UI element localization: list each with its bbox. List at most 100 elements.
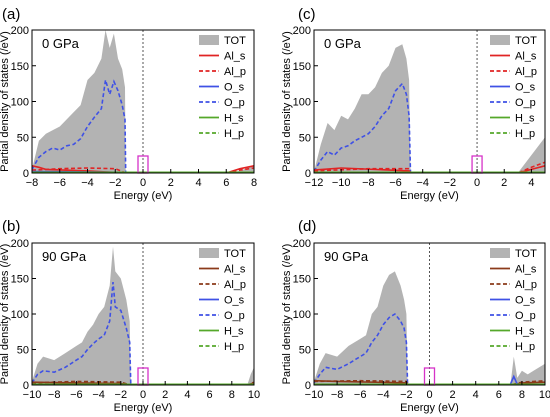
y-axis-label: Partial density of states (/eV) <box>0 244 11 385</box>
legend-label: Al_p <box>224 279 246 291</box>
x-tick-label: −8 <box>331 389 344 401</box>
legend-label: H_p <box>515 341 535 353</box>
y-tick-label: 50 <box>299 345 311 357</box>
x-tick-label: −4 <box>377 389 390 401</box>
x-tick-label: 8 <box>229 389 235 401</box>
y-tick-label: 0 <box>23 168 29 180</box>
x-tick-label: 6 <box>496 389 502 401</box>
legend-swatch <box>199 248 219 258</box>
x-tick-label: 0 <box>474 177 480 189</box>
legend-label: Al_s <box>515 51 537 63</box>
legend-swatch <box>490 248 510 258</box>
panel-label: (a) <box>2 6 20 23</box>
legend-label: O_p <box>224 97 245 109</box>
y-axis-label: Partial density of states (/eV) <box>281 31 293 172</box>
x-tick-label: −6 <box>53 177 66 189</box>
x-tick-label: 2 <box>168 177 174 189</box>
legend-label: H_p <box>515 128 535 140</box>
x-tick-label: 4 <box>195 177 201 189</box>
x-tick-label: −2 <box>444 177 457 189</box>
x-tick-label: −10 <box>332 177 351 189</box>
y-tick-label: 50 <box>17 132 29 144</box>
series-o-p-line <box>314 312 545 385</box>
legend-label: Al_s <box>515 264 537 276</box>
y-tick-label: 150 <box>11 61 29 73</box>
legend-label: Al_p <box>224 66 246 78</box>
x-tick-label: −10 <box>23 389 42 401</box>
y-tick-label: 200 <box>11 238 29 250</box>
pressure-label: 90 GPa <box>324 249 369 264</box>
legend-label: H_s <box>515 326 535 338</box>
y-tick-label: 0 <box>23 380 29 392</box>
plot-area <box>314 44 545 173</box>
x-tick-label: −6 <box>70 389 83 401</box>
x-tick-label: −4 <box>92 389 105 401</box>
legend-label: H_s <box>224 326 244 338</box>
y-axis-label: Partial density of states (/eV) <box>0 31 11 172</box>
legend-label: TOT <box>224 248 246 260</box>
y-tick-label: 100 <box>293 97 311 109</box>
legend-label: TOT <box>515 248 537 260</box>
x-tick-label: −6 <box>389 177 402 189</box>
x-tick-label: 2 <box>450 389 456 401</box>
x-tick-label: −8 <box>48 389 61 401</box>
series-tot-area <box>314 271 545 385</box>
x-tick-label: 0 <box>140 389 146 401</box>
legend-label: O_s <box>515 295 536 307</box>
y-tick-label: 0 <box>305 168 311 180</box>
legend-label: H_s <box>515 113 535 125</box>
x-tick-label: −12 <box>305 177 324 189</box>
y-tick-label: 0 <box>305 380 311 392</box>
y-tick-label: 100 <box>11 97 29 109</box>
y-tick-label: 150 <box>293 61 311 73</box>
x-tick-label: −8 <box>26 177 39 189</box>
pressure-label: 0 GPa <box>324 36 362 51</box>
y-tick-label: 100 <box>293 309 311 321</box>
x-tick-label: 2 <box>501 177 507 189</box>
x-tick-label: 4 <box>473 389 479 401</box>
legend-label: TOT <box>515 35 537 47</box>
x-tick-label: −10 <box>305 389 324 401</box>
series-tot-area <box>314 44 545 173</box>
legend-label: O_p <box>515 97 536 109</box>
x-tick-label: 8 <box>519 389 525 401</box>
x-tick-label: 10 <box>248 389 260 401</box>
legend-label: Al_s <box>224 264 246 276</box>
y-tick-label: 50 <box>17 345 29 357</box>
x-tick-label: 8 <box>251 177 257 189</box>
y-tick-label: 200 <box>293 238 311 250</box>
legend-swatch <box>199 35 219 45</box>
panel-label: (b) <box>2 218 20 235</box>
legend-label: O_p <box>224 310 245 322</box>
series-tot-area <box>32 30 254 173</box>
legend-label: O_p <box>515 310 536 322</box>
y-tick-label: 150 <box>11 274 29 286</box>
x-tick-label: −6 <box>354 389 367 401</box>
x-tick-label: −2 <box>115 389 128 401</box>
x-axis-label: Energy (eV) <box>114 190 173 202</box>
x-axis-label: Energy (eV) <box>400 402 459 414</box>
x-tick-label: −4 <box>416 177 429 189</box>
y-tick-label: 100 <box>11 309 29 321</box>
legend-label: TOT <box>224 35 246 47</box>
legend-label: Al_s <box>224 51 246 63</box>
pressure-label: 90 GPa <box>42 249 87 264</box>
legend-label: H_p <box>224 128 244 140</box>
y-tick-label: 50 <box>299 132 311 144</box>
x-tick-label: 4 <box>184 389 190 401</box>
legend-label: H_s <box>224 113 244 125</box>
x-tick-label: 4 <box>528 177 534 189</box>
panel-a: −8 −6 −4 −2 0 2 4 6 8 0 50 100 150 200 Energy (eV) Part… <box>0 6 257 202</box>
x-tick-label: 6 <box>207 389 213 401</box>
panel-c: −12 −10 −8 −6 −4 −2 0 2 4 0 50 100 150 200 Energy (eV)… <box>281 6 546 202</box>
series-o-p-line <box>32 79 254 173</box>
x-tick-label: −8 <box>362 177 375 189</box>
series-o-p-line <box>32 282 254 385</box>
y-axis-label: Partial density of states (/eV) <box>281 244 293 385</box>
y-tick-label: 200 <box>11 25 29 37</box>
x-tick-label: 2 <box>162 389 168 401</box>
panel-label: (c) <box>298 6 316 23</box>
